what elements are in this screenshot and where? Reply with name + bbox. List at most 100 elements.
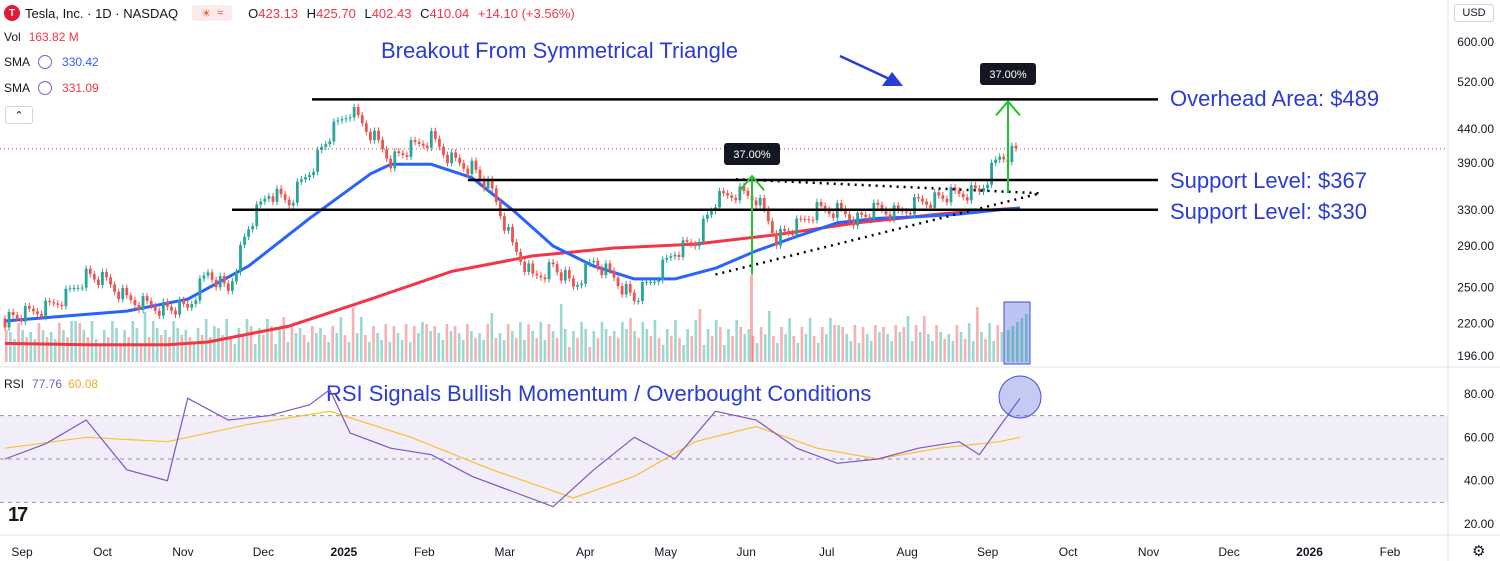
collapse-legend-button[interactable]: ⌃ xyxy=(5,106,33,124)
time-tick-label: Aug xyxy=(896,545,917,559)
volume-bar xyxy=(535,338,538,362)
volume-bar xyxy=(755,343,759,362)
volume-bar xyxy=(751,336,755,362)
candle-body xyxy=(226,283,230,291)
symbol-header: T Tesla, Inc. · 1D · NASDAQ ☀ ≈ O423.13 H… xyxy=(4,4,580,22)
volume-bar xyxy=(482,340,485,362)
volume-bar xyxy=(735,320,738,362)
volume-bar xyxy=(686,329,689,362)
volume-bar xyxy=(494,338,498,362)
candle-body xyxy=(519,251,523,262)
volume-bar xyxy=(355,333,359,362)
volume-bar xyxy=(543,340,547,362)
candle-body xyxy=(523,261,527,273)
volume-bar xyxy=(833,325,836,362)
candle-body xyxy=(27,306,31,309)
candle-body xyxy=(969,185,973,201)
volume-bar xyxy=(131,321,135,362)
currency-selector[interactable]: USD xyxy=(1454,4,1494,22)
volume-bar xyxy=(992,341,995,362)
volume-bar xyxy=(433,326,436,362)
volume-bar xyxy=(380,340,383,362)
volume-bar xyxy=(653,320,657,362)
volume-bar xyxy=(347,342,351,362)
candle-body xyxy=(620,286,624,295)
volume-bar xyxy=(225,319,228,362)
candle-body xyxy=(76,287,80,289)
candle-body xyxy=(742,186,746,191)
candle-body xyxy=(316,149,320,172)
candle-body xyxy=(279,188,283,195)
volume-bar xyxy=(947,334,951,362)
time-tick-label: Nov xyxy=(1138,545,1159,559)
volume-bar xyxy=(914,325,918,362)
volume-bar xyxy=(453,326,457,362)
time-tick-label: Jul xyxy=(819,545,834,559)
candle-body xyxy=(255,204,259,227)
candle-body xyxy=(779,228,782,246)
volume-bar xyxy=(698,309,702,362)
volume-bar xyxy=(555,338,559,362)
market-status-badge[interactable]: ☀ ≈ xyxy=(192,5,233,21)
candle-body xyxy=(726,193,730,196)
candle-body xyxy=(149,300,153,306)
candle-body xyxy=(170,306,173,311)
candle-body xyxy=(596,260,600,268)
volume-bar xyxy=(404,324,408,362)
volume-bar xyxy=(351,308,355,362)
volume-bar xyxy=(25,337,28,362)
candle-body xyxy=(72,288,76,290)
volume-bar xyxy=(547,324,551,362)
volume-bar xyxy=(306,342,310,362)
volume-bar xyxy=(13,339,16,362)
candle-body xyxy=(40,314,43,317)
candle-body xyxy=(795,218,799,236)
volume-bar xyxy=(649,336,653,362)
sma1-settings-icon[interactable] xyxy=(38,55,53,69)
volume-bar xyxy=(21,330,24,362)
volume-bar xyxy=(364,335,367,362)
candle-body xyxy=(283,194,287,200)
candle-body xyxy=(896,205,900,211)
sma1-legend[interactable]: SMA 330.42 xyxy=(4,54,99,70)
volume-bar xyxy=(584,329,587,362)
candle-body xyxy=(632,292,636,302)
volume-legend[interactable]: Vol 163.82 M xyxy=(4,29,79,45)
candle-body xyxy=(32,308,35,312)
volume-bar xyxy=(425,324,428,362)
candle-body xyxy=(645,281,648,283)
pointer-arrow-shaft xyxy=(839,54,897,84)
measure-arrow-2-head xyxy=(995,99,1021,117)
volume-bar xyxy=(421,322,424,362)
candle-body xyxy=(807,219,811,221)
rsi-legend[interactable]: RSI 77.76 60.08 xyxy=(4,376,98,392)
price-tick-label: 440.00 xyxy=(1457,122,1494,136)
candle-body xyxy=(56,303,60,305)
gear-icon[interactable]: ⚙ xyxy=(1472,543,1486,560)
candle-body xyxy=(588,262,592,264)
candle-body xyxy=(182,299,186,304)
sma2-legend[interactable]: SMA 331.09 xyxy=(4,80,99,96)
volume-bar xyxy=(196,328,200,362)
volume-bar xyxy=(417,333,420,362)
candle-body xyxy=(409,140,413,157)
symbol-title[interactable]: Tesla, Inc. · 1D · NASDAQ xyxy=(25,5,179,21)
candle-body xyxy=(214,279,218,288)
volume-bar xyxy=(1007,330,1010,362)
volume-bar xyxy=(988,323,991,362)
candle-body xyxy=(421,143,425,146)
volume-bar xyxy=(311,326,314,362)
sun-icon: ☀ xyxy=(201,7,212,20)
candle-body xyxy=(101,271,104,286)
candle-body xyxy=(762,197,766,210)
sma2-settings-icon[interactable] xyxy=(38,81,53,95)
candle-body xyxy=(693,244,697,247)
candle-body xyxy=(953,187,957,191)
pct-badge-2-text: 37.00% xyxy=(989,69,1027,81)
volume-bar xyxy=(976,307,979,362)
volume-bar xyxy=(74,321,77,362)
candle-body xyxy=(722,191,726,194)
candle-body xyxy=(746,190,750,196)
breakout-title: Breakout From Symmetrical Triangle xyxy=(381,38,738,63)
